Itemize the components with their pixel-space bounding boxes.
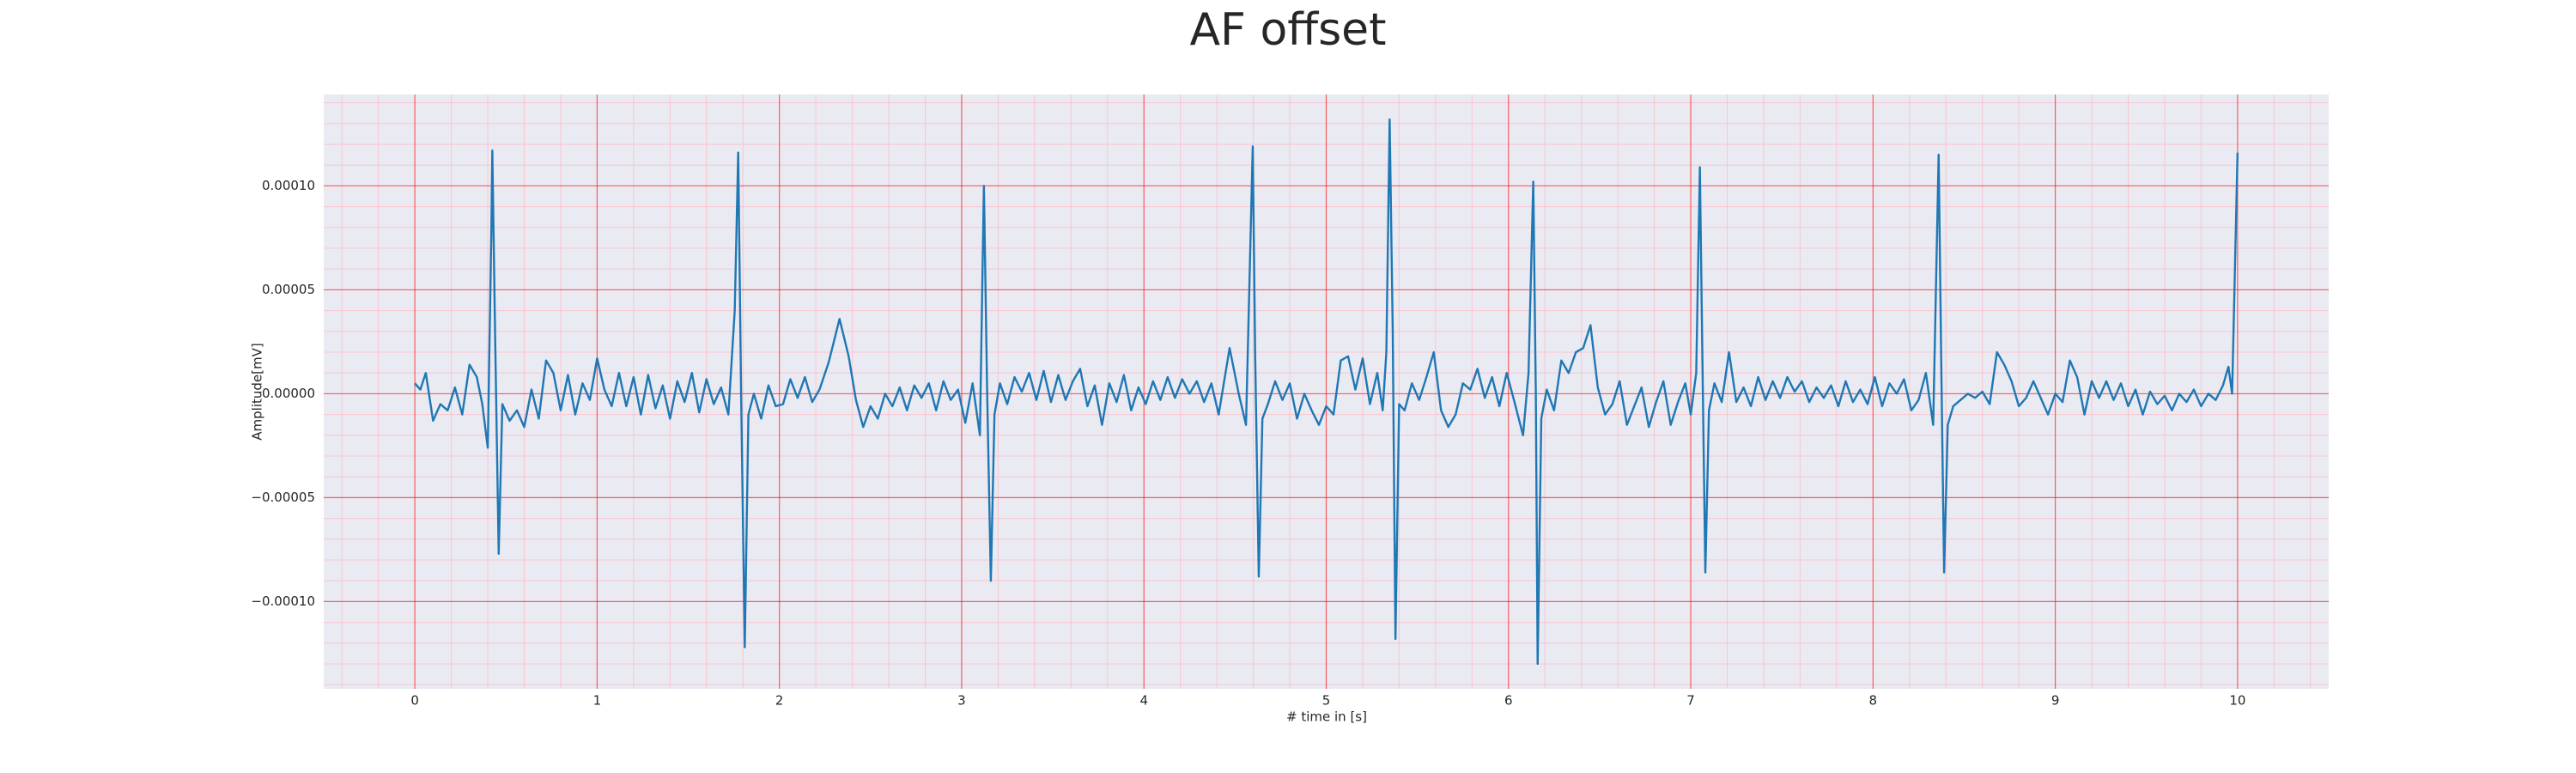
chart-title: AF offset (1189, 4, 1386, 56)
x-tick-label: 7 (1686, 693, 1695, 709)
x-tick-label: 0 (410, 693, 419, 709)
x-tick-label: 6 (1504, 693, 1513, 709)
x-tick-label: 9 (2051, 693, 2060, 709)
x-tick-label: 3 (957, 693, 966, 709)
y-axis-label: Amplitude[mV] (250, 343, 265, 440)
y-tick-label: 0.00010 (262, 178, 315, 193)
x-tick-label: 1 (593, 693, 602, 709)
x-tick-label: 10 (2229, 693, 2245, 709)
x-tick-label: 5 (1322, 693, 1331, 709)
y-tick-label: 0.00000 (262, 386, 315, 401)
y-tick-label: −0.00010 (251, 593, 315, 609)
y-tick-label: −0.00005 (251, 490, 315, 505)
ecg-line (414, 118, 2239, 666)
x-axis-label: # time in [s] (1286, 709, 1367, 725)
x-tick-label: 4 (1139, 693, 1148, 709)
x-tick-label: 8 (1869, 693, 1878, 709)
y-tick-label: 0.00005 (262, 282, 315, 297)
x-tick-label: 2 (775, 693, 784, 709)
